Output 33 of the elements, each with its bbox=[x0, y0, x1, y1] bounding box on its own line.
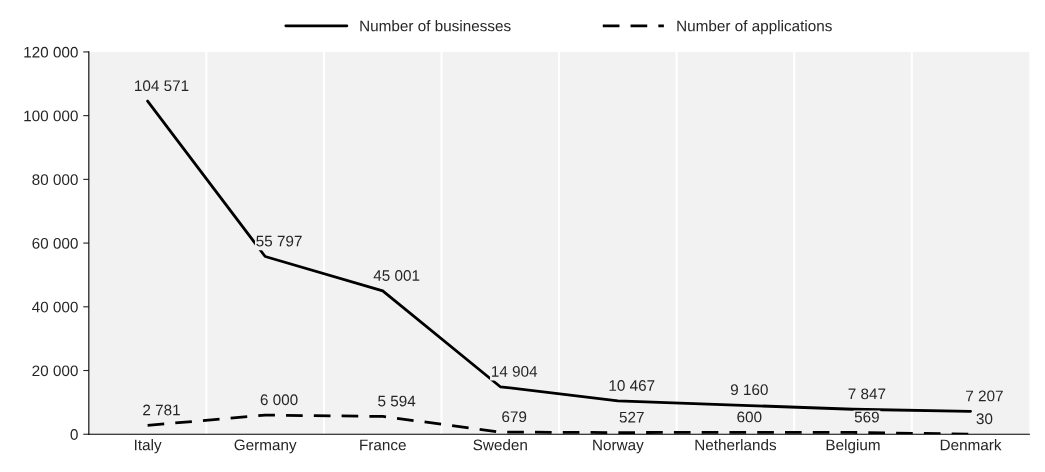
x-tick-label: Belgium bbox=[826, 439, 880, 454]
data-label: 2 781 bbox=[143, 404, 180, 416]
data-label: 10 467 bbox=[609, 380, 655, 391]
data-label: 527 bbox=[619, 411, 644, 423]
y-tick-label: 60 000 bbox=[32, 237, 78, 249]
x-tick-label: Germany bbox=[234, 439, 297, 454]
data-label: 600 bbox=[737, 411, 762, 423]
data-label: 7 847 bbox=[848, 388, 886, 400]
data-label: 45 001 bbox=[373, 270, 420, 281]
data-label: 14 904 bbox=[491, 365, 538, 377]
x-tick-label: Italy bbox=[135, 439, 162, 454]
data-label: 6 000 bbox=[260, 394, 298, 406]
x-tick-label: Denmark bbox=[940, 439, 1002, 451]
y-tick-label: 80 000 bbox=[32, 174, 78, 186]
x-tick-label: Norway bbox=[593, 439, 644, 454]
legend-label: Number of applications bbox=[677, 20, 832, 35]
data-label: 569 bbox=[854, 411, 879, 423]
y-tick-label: 100 000 bbox=[24, 110, 78, 122]
data-label: 30 bbox=[976, 413, 993, 425]
legend-label: Number of businesses bbox=[360, 20, 511, 32]
y-tick-label: 0 bbox=[70, 429, 78, 440]
data-label: 7 207 bbox=[966, 390, 1003, 402]
x-tick-label: Sweden bbox=[473, 439, 527, 451]
data-label: 5 594 bbox=[378, 395, 416, 407]
y-tick-label: 20 000 bbox=[32, 365, 78, 377]
y-tick-label: 120 000 bbox=[24, 46, 78, 58]
x-tick-label: France bbox=[360, 439, 406, 451]
data-label: 104 571 bbox=[135, 80, 189, 92]
data-label: 679 bbox=[502, 411, 527, 423]
x-tick-label: Netherlands bbox=[695, 439, 777, 451]
y-tick-label: 40 000 bbox=[32, 301, 78, 313]
data-label: 9 160 bbox=[730, 384, 768, 396]
data-label: 55 797 bbox=[256, 235, 302, 247]
